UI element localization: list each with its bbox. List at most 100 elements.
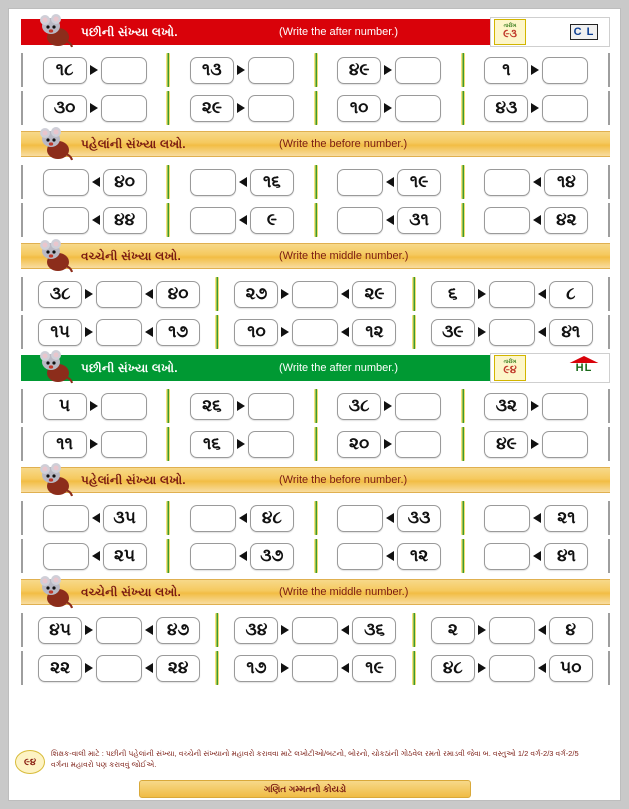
arrow-right-icon [531,401,540,411]
arrow-left-icon [533,215,542,225]
answer-blank[interactable] [42,542,89,570]
answer-blank[interactable] [542,56,589,84]
exercise-item: ૩૩ [318,504,461,532]
section-subtitle: (Write the before number.) [279,474,408,486]
arrow-left-icon [145,289,154,299]
given-number-right: ૩૬ [352,616,397,644]
exercise-item: ૧૫ ૧૭ [23,318,215,346]
given-number-right: ૧૭ [156,318,201,346]
answer-blank[interactable] [247,56,294,84]
answer-blank[interactable] [100,430,147,458]
exercise-row: ૨૨ ૨૪ ૧૭ ૧૯ ૪૮ ૫૦ [21,649,610,687]
column-divider [313,427,318,461]
answer-blank[interactable] [189,504,236,532]
answer-blank[interactable] [96,280,143,308]
exercise-item: ૧૦ [318,94,461,122]
arrow-right-icon [477,625,486,635]
answer-blank[interactable] [247,430,294,458]
given-number-left: ૧૫ [38,318,83,346]
arrow-right-icon [531,439,540,449]
answer-blank[interactable] [247,392,294,420]
answer-blank[interactable] [96,318,143,346]
mouse-mascot-icon [39,571,73,609]
arrow-left-icon [537,625,546,635]
section-title: વચ્ચેની સંખ્યા લખો. [81,248,181,263]
answer-blank[interactable] [488,280,535,308]
column-divider [460,427,465,461]
answer-blank[interactable] [337,168,384,196]
column-divider [411,651,416,685]
given-number: ૧૧ [42,430,87,458]
page-number-badge: ૯૪ [15,750,45,774]
exercise-item: ૩૫ [23,504,166,532]
date-badge-number: ૯૪ [503,364,517,376]
section-subtitle: (Write the middle number.) [279,586,409,598]
answer-blank[interactable] [96,616,143,644]
section-title: પહેલાંની સંખ્યા લખો. [81,136,186,151]
column-divider [215,651,220,685]
roof-shape [569,356,599,363]
answer-blank[interactable] [488,654,535,682]
answer-blank[interactable] [100,94,147,122]
answer-blank[interactable] [484,206,531,234]
given-number: ૩૭ [249,542,294,570]
given-number-left: ૨ [430,616,475,644]
column-divider [166,539,171,573]
row-edge-rule [21,53,23,87]
row-edge-rule [608,165,610,199]
answer-blank[interactable] [337,504,384,532]
column-divider [460,91,465,125]
answer-blank[interactable] [337,206,384,234]
exercise-item: ૨૭ ૨૯ [219,280,411,308]
given-number: ૩૩ [397,504,442,532]
answer-blank[interactable] [292,654,339,682]
section-header-middle-2: વચ્ચેની સંખ્યા લખો. (Write the middle num… [21,575,610,609]
answer-blank[interactable] [395,430,442,458]
answer-blank[interactable] [292,280,339,308]
exercise-item: ૩૦ [23,94,166,122]
answer-blank[interactable] [542,94,589,122]
mouse-mascot-icon [39,346,73,384]
given-number-left: ૪૫ [38,616,83,644]
exercise-item: ૧ [465,56,608,84]
row-edge-rule [608,91,610,125]
answer-blank[interactable] [292,616,339,644]
answer-blank[interactable] [542,392,589,420]
answer-blank[interactable] [96,654,143,682]
answer-blank[interactable] [100,392,147,420]
section-header-after-2: પછીની સંખ્યા લખો. (Write the after number… [21,350,610,384]
answer-blank[interactable] [42,504,89,532]
answer-blank[interactable] [292,318,339,346]
answer-blank[interactable] [42,168,89,196]
given-number-right: ૧૯ [352,654,397,682]
date-badge-number: ૯૩ [503,28,517,40]
answer-blank[interactable] [189,206,236,234]
arrow-left-icon [145,663,154,673]
column-divider [313,501,318,535]
answer-blank[interactable] [337,542,384,570]
answer-blank[interactable] [484,504,531,532]
answer-blank[interactable] [100,56,147,84]
arrow-right-icon [236,439,245,449]
answer-blank[interactable] [189,168,236,196]
answer-blank[interactable] [247,94,294,122]
given-number-right: ૧૨ [352,318,397,346]
row-edge-rule [608,203,610,237]
answer-blank[interactable] [488,318,535,346]
answer-blank[interactable] [395,94,442,122]
exercise-item: ૧૪ [465,168,608,196]
given-number: ૧૯ [397,168,442,196]
answer-blank[interactable] [42,206,89,234]
row-edge-rule [608,539,610,573]
answer-blank[interactable] [189,542,236,570]
answer-blank[interactable] [395,56,442,84]
answer-blank[interactable] [395,392,442,420]
worksheet-footer: ૯૪ શિક્ષક-વાલી માટે : પછીની પહેલાંની સંખ… [9,748,598,800]
answer-blank[interactable] [484,168,531,196]
answer-blank[interactable] [542,430,589,458]
exercise-item: ૧૨ [318,542,461,570]
exercise-item: ૧૩ [170,56,313,84]
answer-blank[interactable] [484,542,531,570]
answer-blank[interactable] [488,616,535,644]
